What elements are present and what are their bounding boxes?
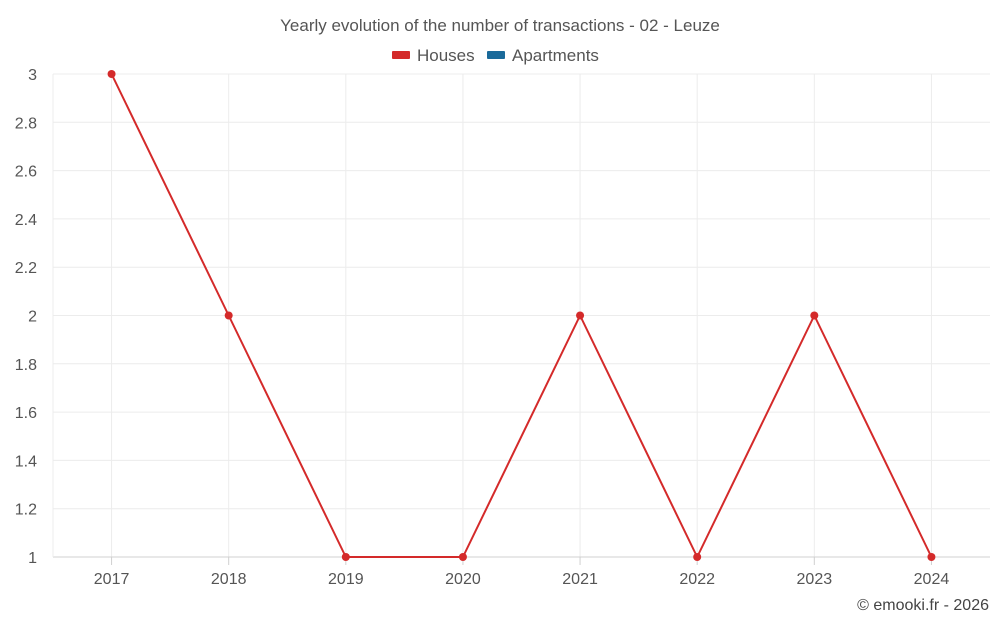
y-tick-label: 2.6 bbox=[15, 164, 37, 181]
y-tick-label: 2.8 bbox=[15, 115, 37, 132]
legend-item-houses[interactable]: Houses bbox=[392, 46, 475, 65]
x-tick-label: 2022 bbox=[679, 571, 715, 588]
y-axis-ticks: 3 2.8 2.6 2.4 2.2 2 1.8 1.6 1.4 1.2 1 bbox=[15, 67, 37, 567]
y-tick-label: 2.2 bbox=[15, 260, 37, 277]
y-tick-label: 1.4 bbox=[15, 453, 37, 470]
x-tick-label: 2023 bbox=[797, 571, 833, 588]
data-point-houses-2020 bbox=[458, 553, 467, 561]
grid bbox=[53, 73, 990, 557]
axes bbox=[52, 74, 990, 565]
series bbox=[107, 70, 936, 561]
chart-title: Yearly evolution of the number of transa… bbox=[280, 16, 720, 35]
data-point-houses-2019 bbox=[341, 553, 350, 561]
legend: Houses Apartments bbox=[392, 46, 599, 65]
y-tick-label: 1.2 bbox=[15, 502, 37, 519]
data-point-houses-2017 bbox=[107, 70, 116, 78]
legend-label-houses: Houses bbox=[417, 46, 475, 65]
x-tick-label: 2020 bbox=[445, 571, 481, 588]
y-tick-label: 3 bbox=[28, 67, 37, 84]
x-tick-label: 2024 bbox=[914, 571, 950, 588]
y-tick-label: 1.8 bbox=[15, 357, 37, 374]
data-point-houses-2023 bbox=[810, 311, 819, 320]
x-tick-label: 2017 bbox=[94, 571, 130, 588]
series-line-houses bbox=[110, 73, 933, 558]
legend-item-apartments[interactable]: Apartments bbox=[487, 46, 599, 65]
credit-text: © emooki.fr - 2026 bbox=[857, 597, 989, 614]
x-tick-label: 2021 bbox=[562, 571, 598, 588]
data-point-houses-2021 bbox=[576, 311, 585, 320]
y-tick-label: 2.4 bbox=[15, 212, 37, 229]
legend-swatch-apartments bbox=[487, 51, 505, 59]
x-axis-ticks: 2017 2018 2019 2020 2021 2022 2023 2024 bbox=[94, 571, 950, 588]
data-point-houses-2022 bbox=[693, 553, 702, 561]
y-tick-label: 2 bbox=[28, 309, 37, 326]
data-point-houses-2024 bbox=[927, 553, 936, 561]
legend-swatch-houses bbox=[392, 51, 410, 59]
y-tick-label: 1 bbox=[28, 550, 37, 567]
legend-label-apartments: Apartments bbox=[512, 46, 599, 65]
x-tick-label: 2018 bbox=[211, 571, 247, 588]
data-point-houses-2018 bbox=[224, 311, 233, 320]
y-tick-label: 1.6 bbox=[15, 405, 37, 422]
x-tick-label: 2019 bbox=[328, 571, 364, 588]
